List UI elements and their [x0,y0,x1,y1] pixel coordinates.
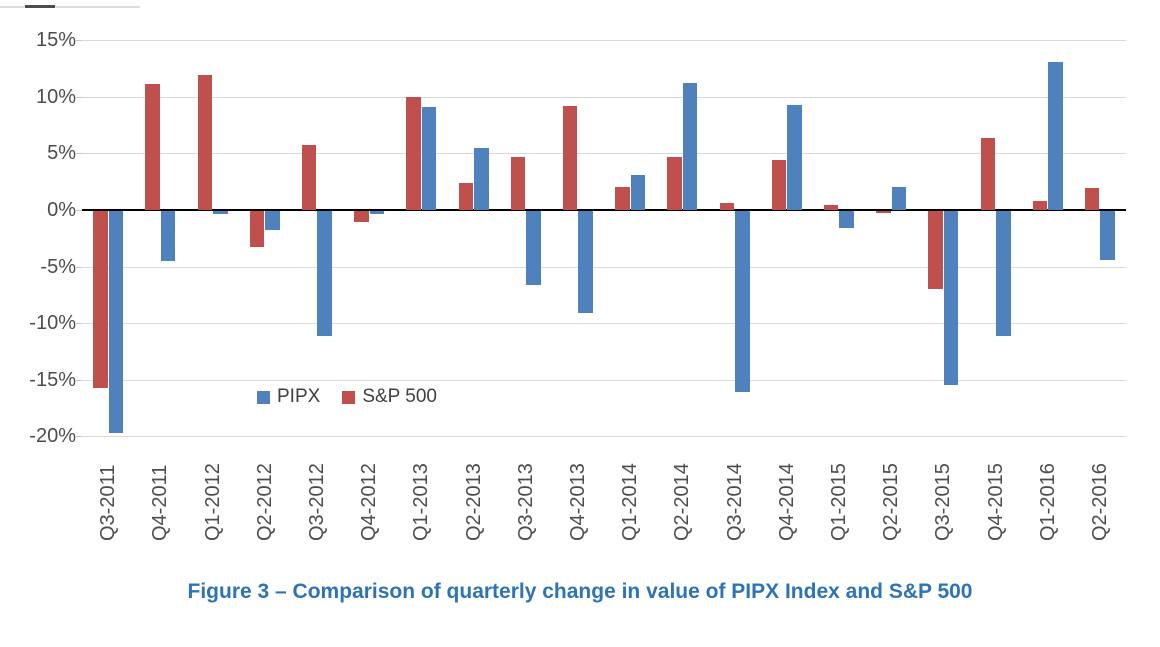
bar-pipx-q2-2014 [682,83,698,210]
x-axis-category-label: Q1-2012 [201,463,224,541]
bar-pipx-q1-2012 [213,211,228,215]
bar-pipx-q1-2015 [839,211,854,228]
gridline [82,96,1126,98]
gridline [82,266,1126,268]
gridline [82,323,1126,325]
x-axis-category-label: Q4-2012 [358,463,381,541]
page-edge-artifact-dash [25,5,55,8]
gridline [82,436,1126,438]
x-axis-category-label: Q3-2014 [723,463,746,541]
x-axis-category-label: Q2-2012 [253,463,276,541]
x-axis-category-label: Q4-2014 [775,463,798,541]
y-axis-tick-label: -20% [29,425,76,448]
bar-s-p-500-q2-2016 [1084,188,1100,210]
bar-pipx-q2-2013 [474,147,489,210]
bar-s-p-500-q1-2015 [823,205,839,210]
bar-s-p-500-q3-2013 [510,156,526,210]
bar-s-p-500-q3-2012 [301,145,317,210]
bar-pipx-q4-2012 [369,211,385,215]
gridline [82,153,1126,155]
bar-s-p-500-q4-2011 [145,84,160,210]
x-axis-category-label: Q3-2013 [514,463,537,541]
bar-s-p-500-q2-2015 [876,211,891,214]
bar-pipx-q3-2011 [108,211,124,433]
bar-pipx-q1-2013 [421,106,437,210]
y-axis-tick [76,40,82,42]
x-axis-category-label: Q2-2014 [671,463,694,541]
bar-s-p-500-q4-2014 [771,160,787,210]
x-axis-category-label: Q3-2011 [97,464,120,541]
y-axis-tick [76,210,82,211]
bar-pipx-q2-2012 [265,211,280,231]
bar-s-p-500-q3-2011 [93,211,108,388]
x-axis-category-label: Q4-2013 [566,463,589,541]
bar-pipx-q4-2014 [787,104,802,210]
bar-pipx-q3-2015 [943,211,959,386]
bar-s-p-500-q3-2015 [928,211,943,290]
bar-pipx-q2-2016 [1100,211,1115,260]
y-axis-tick-label: -5% [40,255,76,278]
bar-pipx-q3-2012 [317,211,332,336]
bar-s-p-500-q1-2016 [1032,200,1048,210]
x-axis-category-label: Q3-2012 [305,463,328,541]
x-axis-category-label: Q2-2015 [880,463,903,541]
legend-item: S&P 500 [342,386,437,408]
bar-pipx-q4-2013 [578,211,593,313]
bar-s-p-500-q4-2012 [354,211,369,223]
figure-caption: Figure 3 – Comparison of quarterly chang… [187,580,973,603]
gridline [82,40,1126,42]
y-axis-tick-label: 5% [47,142,76,165]
bar-pipx-q1-2014 [630,174,646,210]
legend-label: PIPX [277,386,321,407]
gridline [82,379,1126,381]
x-axis-category-label: Q4-2011 [149,464,172,541]
bar-pipx-q1-2016 [1048,61,1063,210]
zero-axis-line [82,209,1126,211]
y-axis-tick [76,96,82,98]
chart-legend: PIPX S&P 500 [257,386,437,408]
bar-s-p-500-q2-2014 [667,156,682,210]
bar-s-p-500-q2-2012 [249,211,265,248]
y-axis-tick-label: 0% [47,199,76,221]
bar-s-p-500-q1-2013 [406,96,421,210]
bar-s-p-500-q1-2012 [197,75,212,210]
legend-label: S&P 500 [362,386,437,407]
y-axis-tick-label: 10% [35,85,76,108]
bar-pipx-q4-2015 [996,211,1011,336]
y-axis-tick [76,436,82,438]
bar-pipx-q4-2011 [160,211,176,261]
bar-s-p-500-q4-2015 [980,137,995,210]
y-axis-tick-label: -10% [29,312,76,335]
bar-s-p-500-q4-2013 [562,105,578,210]
y-axis-tick-label: -15% [29,368,76,391]
bar-pipx-q3-2013 [526,211,541,285]
x-axis-category-label: Q2-2013 [462,463,485,541]
bar-s-p-500-q1-2014 [615,187,630,210]
y-axis-tick [76,379,82,381]
legend-swatch-icon [342,390,356,404]
y-axis-tick [76,153,82,155]
x-axis-category-label: Q1-2014 [619,463,642,541]
x-axis-category-label: Q4-2015 [984,463,1007,541]
legend-item: PIPX [257,386,320,408]
legend-swatch-icon [257,390,270,404]
bar-pipx-q3-2014 [735,211,750,393]
x-axis-category-label: Q1-2013 [410,463,433,541]
bar-pipx-q2-2015 [891,187,907,210]
bar-chart: 15% 10% 5% 0% -5% -10% -15% -20% Q3-2011 Q4-2011… [29,29,1126,541]
x-axis-category-label: Q2-2016 [1088,463,1111,541]
y-axis-tick [76,323,82,325]
bar-s-p-500-q3-2014 [719,203,734,210]
x-axis-category-label: Q1-2015 [827,463,850,541]
x-axis-category-label: Q1-2016 [1036,463,1059,541]
bar-s-p-500-q2-2013 [458,182,473,210]
x-axis-category-label: Q3-2015 [932,463,955,541]
y-axis-tick-label: 15% [35,29,76,52]
y-axis-tick [76,266,82,268]
page-edge-artifact-line [0,6,140,8]
